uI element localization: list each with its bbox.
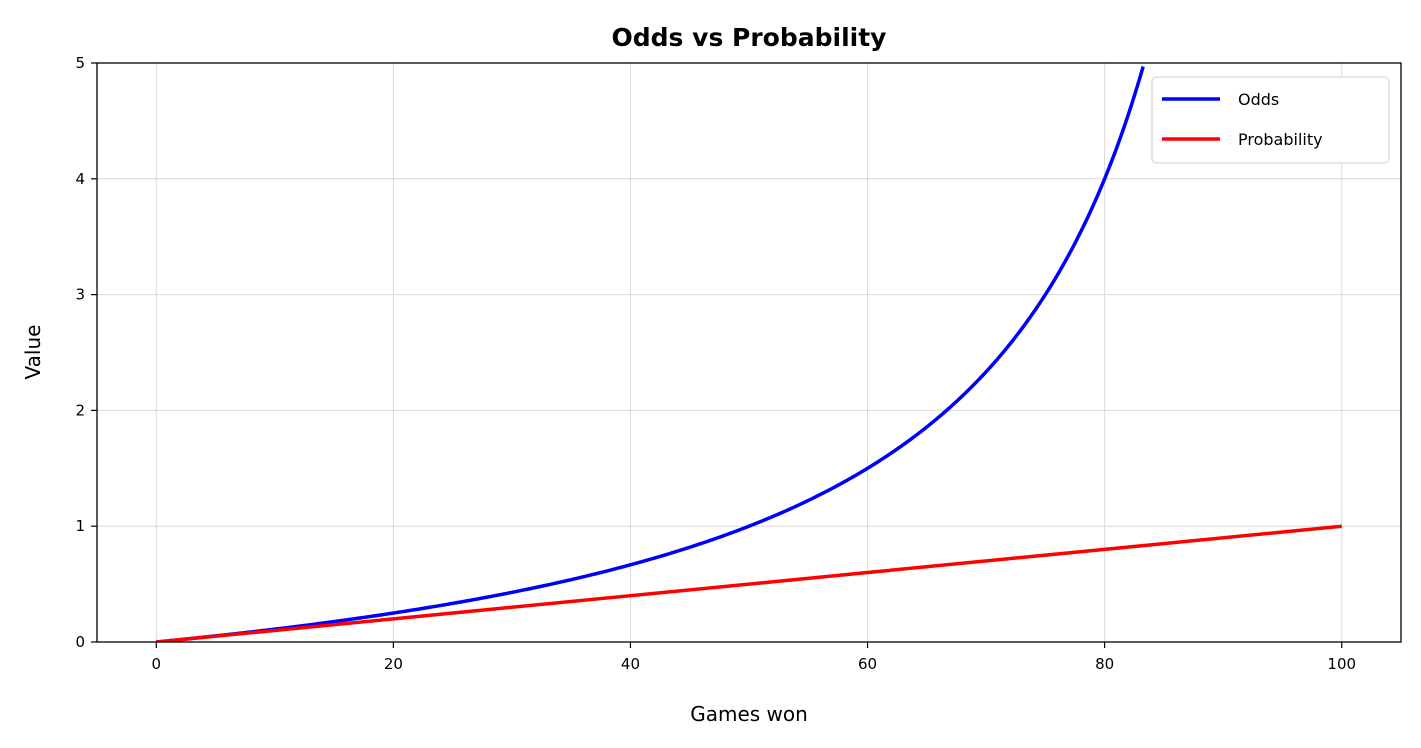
x-tick-label: 80 [1095,655,1114,673]
plot-area [156,65,1342,642]
y-axis-label: Value [21,325,45,380]
y-tick-label: 2 [75,401,85,419]
y-tick-label: 4 [75,170,85,188]
y-tick-label: 3 [75,286,85,304]
x-tick-label: 0 [151,655,161,673]
x-axis-label: Games won [690,702,808,726]
x-tick-label: 20 [384,655,403,673]
x-tick-label: 60 [858,655,877,673]
series-line-probability [156,524,1342,642]
legend-label-probability: Probability [1238,130,1323,149]
plot-frame [96,62,1402,643]
series-line-odds [156,65,1145,642]
legend: Odds Probability [1151,76,1390,164]
chart-title: Odds vs Probability [612,23,887,52]
y-tick-label: 1 [75,517,85,535]
axes: 0 20 40 60 80 100 0 1 2 3 4 5 [75,54,1356,673]
x-tick-label: 100 [1327,655,1356,673]
y-tick-label: 5 [75,54,85,72]
y-tick-label: 0 [75,633,85,651]
x-tick-label: 40 [621,655,640,673]
legend-label-odds: Odds [1238,90,1279,109]
